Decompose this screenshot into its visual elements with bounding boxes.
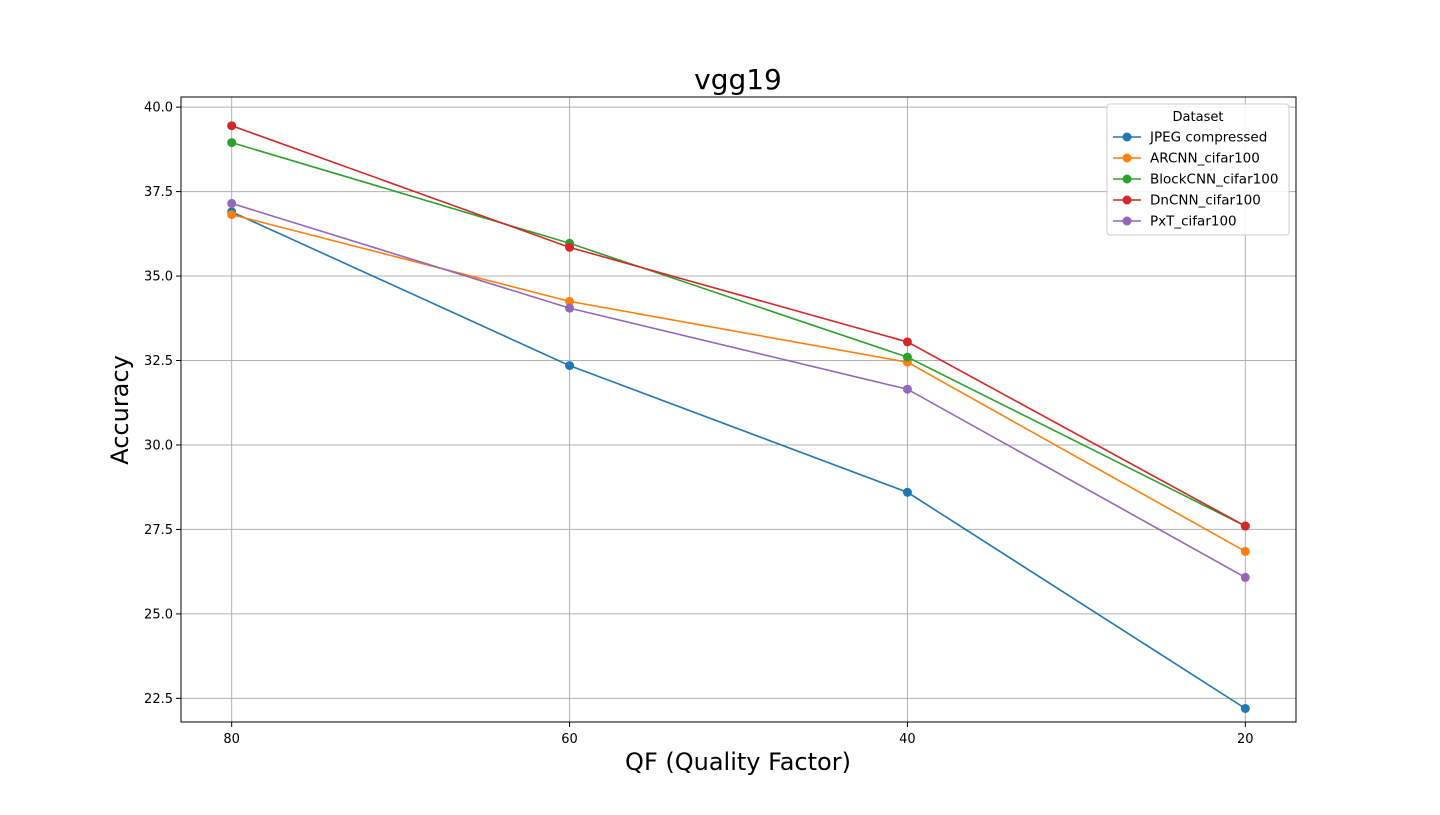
data-point [1240,572,1250,582]
data-point [1240,521,1250,531]
y-tick-label: 22.5 [144,692,173,707]
x-axis-title: QF (Quality Factor) [625,748,851,776]
legend-label: JPEG compressed [1149,130,1267,146]
series-line [231,211,1246,710]
legend-label: BlockCNN_cifar100 [1150,172,1278,188]
data-point [1240,546,1250,556]
data-point [565,242,575,252]
legend-swatch-marker [1122,216,1132,226]
series-blockcnn-cifar100 [227,138,1250,531]
legend-box [1106,103,1290,236]
legend-swatch-marker [1122,153,1132,163]
x-tick-label: 60 [561,732,578,747]
legend-swatch-marker [1122,174,1132,184]
series-line [231,141,1246,527]
axis-ticks: 22.5 25.0 27.5 30.0 32.5 35.0 37.5 40.0 80 60 40 20 [144,101,1254,747]
data-point [902,487,912,497]
data-point [227,198,237,208]
legend-label: PxT_cifar100 [1150,214,1237,230]
x-tick-label: 20 [1237,732,1254,747]
y-tick-label: 35.0 [144,270,173,285]
x-tick-label: 80 [223,732,240,747]
legend: Dataset JPEG compressed ARCNN_cifar100 Bloc… [1106,103,1290,236]
data-point [902,337,912,347]
legend-title: Dataset [1173,110,1224,125]
legend-item: JPEG compressed [1113,130,1267,146]
series-line [231,124,1246,527]
data-point [1240,703,1250,713]
y-tick-label: 30.0 [144,438,173,453]
data-point [902,384,912,394]
legend-label: DnCNN_cifar100 [1150,193,1261,209]
series-line [231,202,1246,579]
data-point [902,352,912,362]
chart-title: vgg19 [694,63,782,96]
data-point [227,210,237,220]
data-point [565,296,575,306]
series-lines [227,121,1250,713]
x-tick-label: 40 [899,732,916,747]
series-dncnn-cifar100 [227,121,1250,531]
plot-frame [180,96,1297,723]
y-tick-label: 40.0 [144,101,173,116]
y-tick-label: 25.0 [144,607,173,622]
legend-item: DnCNN_cifar100 [1113,193,1261,209]
legend-swatch-marker [1122,195,1132,205]
legend-swatch-marker [1122,132,1132,142]
data-point [565,361,575,371]
legend-item: ARCNN_cifar100 [1113,151,1260,167]
series-arcnn-cifar100 [227,210,1250,556]
series-jpeg-compressed [227,207,1250,713]
data-point [227,138,237,148]
y-tick-label: 37.5 [144,185,173,200]
y-tick-label: 32.5 [144,354,173,369]
series-line [231,213,1246,553]
legend-item: BlockCNN_cifar100 [1113,172,1278,188]
y-axis-title: Accuracy [106,355,134,465]
data-point [227,121,237,131]
series-pxt-cifar100 [227,198,1250,582]
legend-label: ARCNN_cifar100 [1150,151,1260,167]
data-point [565,303,575,313]
y-tick-label: 27.5 [144,523,173,538]
legend-item: PxT_cifar100 [1113,214,1237,230]
